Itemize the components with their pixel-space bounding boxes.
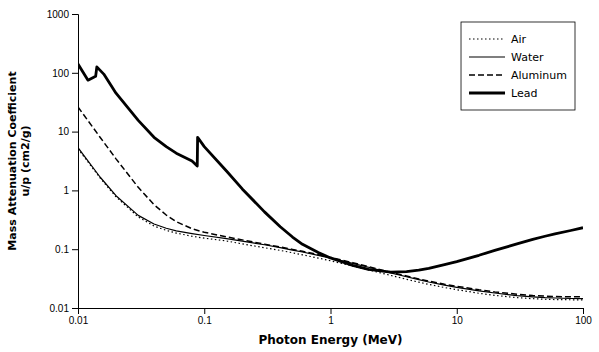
y-tick: 1	[63, 185, 78, 196]
y-tick-label: 100	[52, 68, 69, 79]
y-tick-label: 0.1	[55, 244, 69, 255]
chart: 0.01 0.1 1 10 100 0.01 0.1 1 10 100 1000 Photon Ene…	[0, 0, 599, 352]
x-axis: 0.01 0.1 1 10 100	[69, 308, 593, 326]
legend-label: Aluminum	[511, 69, 567, 82]
x-axis-line	[79, 309, 584, 315]
x-tick: 10	[452, 308, 464, 326]
y-axis-line	[72, 15, 79, 309]
x-axis-title: Photon Energy (MeV)	[258, 333, 402, 347]
y-tick: 0.01	[50, 303, 78, 314]
legend-label: Air	[511, 33, 527, 46]
legend: Air Water Aluminum Lead	[461, 22, 575, 110]
x-tick-label: 1	[328, 315, 334, 326]
x-tick: 1	[328, 308, 334, 326]
x-tick-mark	[204, 308, 205, 314]
x-tick-label: 0.1	[198, 315, 212, 326]
x-tick-label: 100	[575, 315, 592, 326]
y-tick-mark	[72, 308, 78, 309]
y-tick-label: 1	[63, 185, 69, 196]
y-tick: 10	[58, 126, 78, 137]
legend-label: Lead	[511, 87, 537, 100]
y-tick-mark	[72, 73, 78, 74]
plot: 0.01 0.1 1 10 100 0.01 0.1 1 10 100 1000 Photon Ene…	[6, 9, 592, 347]
x-tick-label: 0.01	[69, 315, 89, 326]
x-tick-mark	[457, 308, 458, 314]
x-tick: 0.01	[69, 308, 89, 326]
legend-label: Water	[511, 51, 544, 64]
x-tick-mark	[583, 308, 584, 314]
legend-key	[469, 38, 505, 39]
legend-frame	[461, 22, 575, 110]
x-tick: 0.1	[198, 308, 212, 326]
y-tick-label: 10	[58, 126, 70, 137]
y-tick-mark	[72, 249, 78, 250]
y-tick-mark	[72, 132, 78, 133]
y-axis-title: Mass Attenuation Coefficientu/p (cm2/g)	[6, 71, 32, 250]
y-tick-mark	[72, 14, 78, 15]
x-tick: 100	[575, 308, 592, 326]
y-tick: 100	[52, 68, 78, 79]
legend-key	[469, 56, 505, 57]
series-line	[78, 148, 583, 299]
y-axis: 0.01 0.1 1 10 100 1000	[47, 9, 79, 314]
y-tick: 0.1	[55, 244, 78, 255]
y-tick: 1000	[47, 9, 78, 20]
legend-key	[469, 74, 505, 76]
legend-key	[469, 92, 505, 95]
x-tick-mark	[331, 308, 332, 314]
y-tick-mark	[72, 190, 78, 191]
y-tick-label: 0.01	[50, 303, 70, 314]
x-tick-label: 10	[452, 315, 464, 326]
y-tick-label: 1000	[47, 9, 70, 20]
